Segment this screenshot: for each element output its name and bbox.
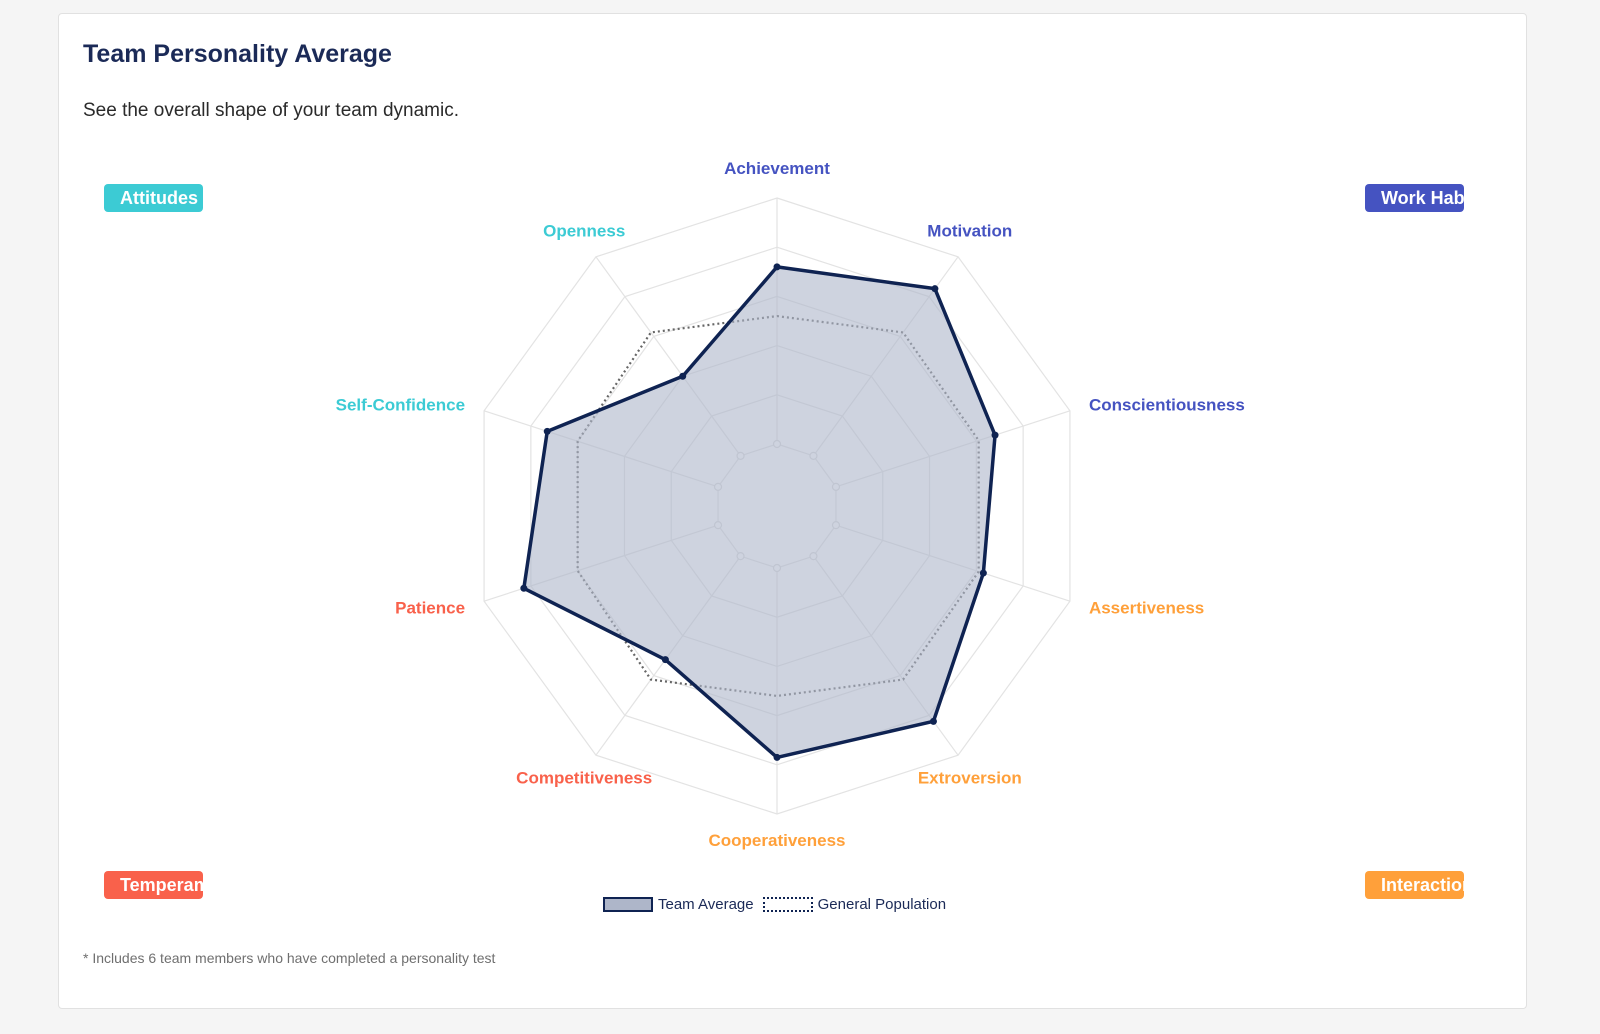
page-title: Team Personality Average	[83, 40, 392, 68]
legend-label-general-population: General Population	[817, 895, 947, 913]
chart-legend: Team Average General Population	[603, 894, 955, 914]
category-badge-work-habits: Work Habits	[1365, 184, 1464, 212]
team-average-point	[543, 427, 551, 435]
axis-label: Extroversion	[918, 768, 1022, 787]
axis-label: Conscientiousness	[1089, 396, 1245, 415]
category-badge-interaction-style: Interaction Style	[1365, 871, 1464, 899]
team-average-point	[991, 431, 999, 439]
team-average-point	[679, 372, 687, 380]
axis-label: Achievement	[724, 159, 830, 178]
category-badge-attitudes: Attitudes	[104, 184, 203, 212]
team-average-point	[773, 263, 781, 271]
team-average-point	[929, 717, 937, 725]
axis-label: Competitiveness	[516, 768, 652, 787]
axis-label: Motivation	[927, 222, 1012, 241]
radar-chart: Achievement Motivation Conscientiousness As…	[336, 159, 1245, 850]
axis-label: Cooperativeness	[709, 831, 846, 850]
series-team-average	[522, 265, 997, 760]
axis-label: Openness	[543, 222, 625, 241]
team-average-point	[979, 569, 987, 577]
team-average-point	[773, 753, 781, 761]
footnote: * Includes 6 team members who have compl…	[83, 950, 496, 966]
axis-label: Patience	[395, 598, 465, 617]
team-average-point	[931, 285, 939, 293]
legend-swatch-team-average	[603, 896, 653, 912]
legend-swatch-general-population	[762, 896, 813, 912]
legend-label-team-average: Team Average	[658, 895, 754, 913]
team-average-point	[520, 584, 528, 592]
page-subtitle: See the overall shape of your team dynam…	[83, 100, 459, 121]
team-average-point	[661, 656, 669, 664]
chart-card: Team Personality Average See the overall…	[58, 13, 1527, 1009]
category-badge-temperament: Temperament	[104, 871, 203, 899]
axis-label: Assertiveness	[1089, 598, 1204, 617]
axis-label: Self-Confidence	[336, 396, 465, 415]
